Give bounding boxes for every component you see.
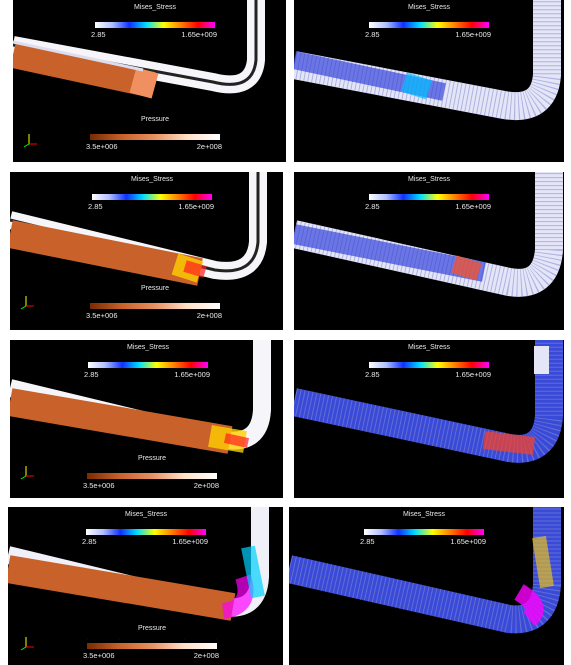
- stress-max: 1.65e+009: [455, 370, 491, 379]
- pipe-fluid-render: [8, 507, 269, 621]
- axes-triad-icon: [20, 637, 34, 651]
- stress-max: 1.65e+009: [174, 370, 210, 379]
- stress-gradient: [95, 22, 215, 28]
- stress-colorbar: Mises_Stress ..... 2.85 1.65e+009: [84, 344, 210, 379]
- pipe-mesh-render: [289, 507, 561, 634]
- pressure-min: 3.5e+006: [86, 311, 118, 320]
- stress-min: 2.85: [84, 370, 99, 379]
- stress-colorbar: Mises_Stress ..... 2.85 1.65e+009: [360, 511, 486, 546]
- pressure-min: 3.5e+006: [83, 651, 115, 660]
- pressure-gradient: [90, 134, 220, 140]
- pressure-min: 3.5e+006: [86, 142, 118, 151]
- stress-gradient: [88, 362, 208, 368]
- pipe-fluid-render: [10, 340, 271, 454]
- stress-colorbar: Mises_Stress ..... 2.85 1.65e+009: [88, 176, 214, 211]
- pipe-mesh-render: [294, 0, 561, 121]
- panel-stress-row2: Mises_Stress ..... 2.85 1.65e+009: [294, 172, 564, 330]
- pipe-fluid-render: [10, 172, 267, 286]
- panel-stress-row1: Mises_Stress ..... 2.85 1.65e+009: [294, 0, 564, 162]
- panel-fluid-row2: Mises_Stress ..... 2.85 1.65e+009 Pressu…: [10, 172, 283, 330]
- panel-stress-row3: Mises_Stress ..... 2.85 1.65e+009: [294, 340, 564, 498]
- pressure-title: Pressure: [140, 285, 169, 292]
- stress-colorbar: Mises_Stress ..... 2.85 1.65e+009: [82, 511, 208, 546]
- stress-colorbar: Mises_Stress ..... 2.85 1.65e+009: [365, 344, 491, 379]
- pressure-max: 2e+008: [196, 311, 222, 320]
- stress-gradient: [369, 194, 489, 200]
- pressure-title: Pressure: [140, 116, 169, 123]
- stress-gradient: [92, 194, 212, 200]
- pressure-colorbar: Pressure ..... 3.5e+006 2e+008: [86, 116, 222, 151]
- stress-gradient: [369, 362, 489, 368]
- stress-title: Mises_Stress: [133, 4, 176, 11]
- stress-colorbar: Mises_Stress ..... 2.85 1.65e+009: [365, 176, 491, 211]
- pressure-min: 3.5e+006: [83, 481, 115, 490]
- pressure-colorbar: Pressure ..... 3.5e+006 2e+008: [83, 625, 219, 660]
- stress-min: 2.85: [360, 537, 375, 546]
- stress-min: 2.85: [91, 30, 106, 39]
- stress-min: 2.85: [365, 30, 380, 39]
- stress-gradient: [369, 22, 489, 28]
- panel-fluid-row4: Mises_Stress ..... 2.85 1.65e+009 Pressu…: [8, 507, 283, 665]
- pressure-gradient: [87, 643, 217, 649]
- pressure-max: 2e+008: [196, 142, 222, 151]
- stress-min: 2.85: [82, 537, 97, 546]
- axes-triad-icon: [20, 466, 34, 480]
- stress-min: 2.85: [88, 202, 103, 211]
- pressure-title: Pressure: [137, 625, 166, 632]
- panel-fluid-row3: Mises_Stress ..... 2.85 1.65e+009 Pressu…: [10, 340, 283, 498]
- pressure-max: 2e+008: [193, 651, 219, 660]
- stress-max: 1.65e+009: [450, 537, 486, 546]
- pressure-gradient: [87, 473, 217, 479]
- stress-max: 1.65e+009: [455, 30, 491, 39]
- stress-min: 2.85: [365, 370, 380, 379]
- stress-gradient: [86, 529, 206, 535]
- pressure-colorbar: Pressure ..... 3.5e+006 2e+008: [86, 285, 222, 320]
- panel-fluid-row1: Mises_Stress ..... 2.85 1.65e+009 Pressu…: [13, 0, 286, 162]
- stress-colorbar: Mises_Stress ..... 2.85 1.65e+009: [91, 4, 217, 39]
- stress-title: Mises_Stress: [407, 4, 450, 11]
- stress-max: 1.65e+009: [181, 30, 217, 39]
- stress-colorbar: Mises_Stress ..... 2.85 1.65e+009: [365, 4, 491, 39]
- stress-title: Mises_Stress: [126, 344, 169, 351]
- stress-max: 1.65e+009: [178, 202, 214, 211]
- stress-max: 1.65e+009: [455, 202, 491, 211]
- pressure-max: 2e+008: [193, 481, 219, 490]
- stress-title: Mises_Stress: [130, 176, 173, 183]
- pipe-fluid-render: [13, 0, 265, 99]
- stress-title: Mises_Stress: [407, 176, 450, 183]
- pipe-mesh-render: [294, 172, 563, 297]
- panel-stress-row4: Mises_Stress ..... 2.85 1.65e+009: [289, 507, 564, 665]
- pressure-gradient: [90, 303, 220, 309]
- stress-title: Mises_Stress: [402, 511, 445, 518]
- stress-max: 1.65e+009: [172, 537, 208, 546]
- pipe-mesh-render: [294, 340, 563, 463]
- stress-title: Mises_Stress: [407, 344, 450, 351]
- stress-gradient: [364, 529, 484, 535]
- axes-triad-icon: [23, 134, 37, 148]
- axes-triad-icon: [20, 296, 34, 310]
- pressure-colorbar: Pressure ..... 3.5e+006 2e+008: [83, 455, 219, 490]
- pressure-title: Pressure: [137, 455, 166, 462]
- stress-min: 2.85: [365, 202, 380, 211]
- stress-title: Mises_Stress: [124, 511, 167, 518]
